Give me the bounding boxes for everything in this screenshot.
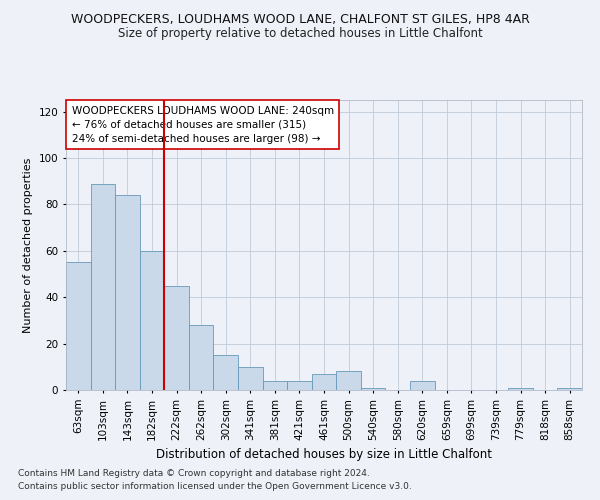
Bar	[287, 380, 312, 390]
X-axis label: Distribution of detached houses by size in Little Chalfont: Distribution of detached houses by size …	[156, 448, 492, 461]
Bar	[189, 325, 214, 390]
Bar	[508, 388, 533, 390]
Bar	[238, 367, 263, 390]
Y-axis label: Number of detached properties: Number of detached properties	[23, 158, 33, 332]
Bar	[140, 251, 164, 390]
Bar	[66, 262, 91, 390]
Text: WOODPECKERS LOUDHAMS WOOD LANE: 240sqm
← 76% of detached houses are smaller (315: WOODPECKERS LOUDHAMS WOOD LANE: 240sqm ←…	[71, 106, 334, 144]
Bar	[164, 286, 189, 390]
Text: Size of property relative to detached houses in Little Chalfont: Size of property relative to detached ho…	[118, 28, 482, 40]
Bar	[361, 388, 385, 390]
Text: Contains HM Land Registry data © Crown copyright and database right 2024.: Contains HM Land Registry data © Crown c…	[18, 468, 370, 477]
Bar	[214, 355, 238, 390]
Bar	[312, 374, 336, 390]
Bar	[410, 380, 434, 390]
Text: Contains public sector information licensed under the Open Government Licence v3: Contains public sector information licen…	[18, 482, 412, 491]
Text: WOODPECKERS, LOUDHAMS WOOD LANE, CHALFONT ST GILES, HP8 4AR: WOODPECKERS, LOUDHAMS WOOD LANE, CHALFON…	[71, 12, 529, 26]
Bar	[557, 388, 582, 390]
Bar	[336, 372, 361, 390]
Bar	[115, 195, 140, 390]
Bar	[263, 380, 287, 390]
Bar	[91, 184, 115, 390]
